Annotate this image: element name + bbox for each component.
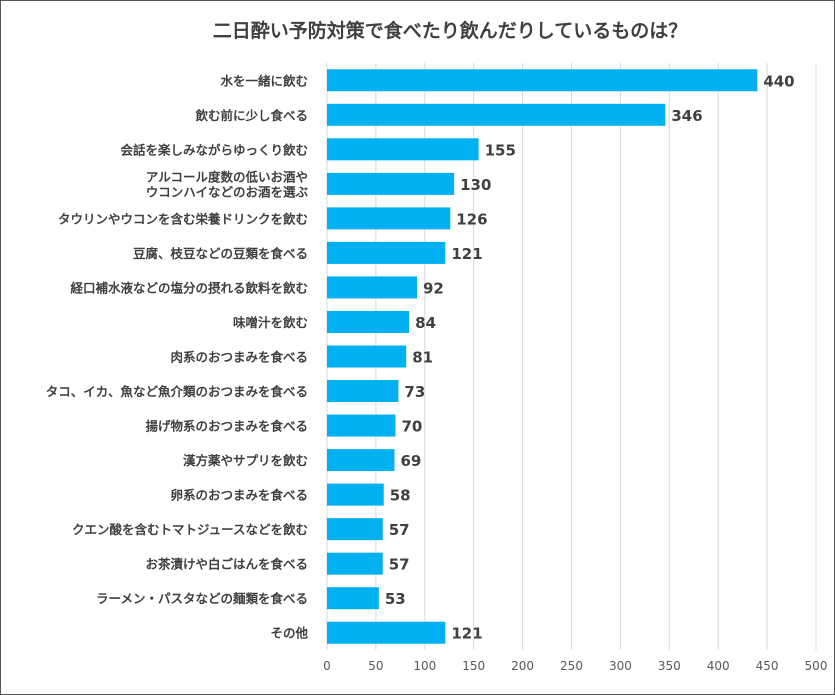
bar bbox=[327, 138, 479, 161]
category-label: 水を一緒に飲む bbox=[220, 73, 308, 88]
category-label: 味噌汁を飲む bbox=[233, 315, 308, 330]
x-tick-label: 200 bbox=[511, 659, 534, 673]
data-label: 58 bbox=[390, 487, 411, 505]
bar bbox=[327, 449, 395, 472]
x-tick-label: 100 bbox=[413, 659, 436, 673]
x-tick-label: 500 bbox=[805, 659, 828, 673]
x-tick-label: 350 bbox=[658, 659, 681, 673]
data-label: 121 bbox=[451, 245, 482, 263]
category-label: タコ、イカ、魚など魚介類のおつまみを食べる bbox=[46, 384, 308, 399]
bar bbox=[327, 345, 407, 368]
category-label: 肉系のおつまみを食べる bbox=[170, 350, 308, 365]
x-axis-ticks: 0 50 100 150 200 250 300 350 400 450 500 bbox=[323, 659, 827, 673]
data-label: 440 bbox=[763, 72, 794, 90]
x-tick-label: 250 bbox=[560, 659, 583, 673]
data-label: 121 bbox=[451, 625, 482, 643]
data-labels: 440 346 155 130 126 121 92 84 81 73 70 69 58 57 57 53 12… bbox=[385, 72, 795, 642]
bar bbox=[327, 587, 379, 610]
x-tick-label: 150 bbox=[462, 659, 485, 673]
bar bbox=[327, 414, 396, 437]
category-label: お茶漬けや白ごはんを食べる bbox=[145, 557, 308, 572]
data-label: 70 bbox=[401, 418, 422, 436]
data-label: 57 bbox=[389, 556, 410, 574]
bar bbox=[327, 276, 417, 299]
x-tick-label: 450 bbox=[756, 659, 779, 673]
category-label: 経口補水液などの塩分の摂れる飲料を飲む bbox=[70, 280, 308, 295]
bar bbox=[327, 172, 455, 195]
bar bbox=[327, 518, 383, 541]
category-label: 揚げ物系のおつまみを食べる bbox=[145, 419, 308, 434]
data-label: 155 bbox=[485, 141, 516, 159]
category-label: 飲む前に少し食べる bbox=[194, 108, 308, 123]
category-label: アルコール度数の低いお酒やウコンハイなどのお酒を選ぶ bbox=[146, 169, 309, 199]
bar bbox=[327, 310, 410, 333]
data-label: 53 bbox=[385, 590, 406, 608]
category-label: 卵系のおつまみを食べる bbox=[170, 488, 308, 503]
category-label: 会話を楽しみながらゆっくり飲む bbox=[120, 142, 308, 157]
data-label: 73 bbox=[404, 383, 425, 401]
data-label: 126 bbox=[456, 210, 487, 228]
bar bbox=[327, 380, 399, 403]
bar bbox=[327, 241, 446, 264]
data-label: 346 bbox=[671, 107, 702, 125]
category-label: 漢方薬やサプリを飲む bbox=[183, 453, 308, 468]
bar bbox=[327, 552, 383, 575]
category-label: 豆腐、枝豆などの豆類を食べる bbox=[133, 246, 308, 261]
gridlines bbox=[326, 63, 817, 650]
category-labels: 水を一緒に飲む飲む前に少し食べる会話を楽しみながらゆっくり飲むアルコール度数の低… bbox=[46, 73, 309, 640]
data-label: 57 bbox=[389, 521, 410, 539]
bar bbox=[327, 207, 451, 230]
x-tick-label: 400 bbox=[707, 659, 730, 673]
category-label: その他 bbox=[270, 626, 308, 641]
bar bbox=[327, 69, 758, 92]
chart-title: 二日酔い予防対策で食べたり飲んだりしているものは？ bbox=[213, 19, 687, 42]
bar bbox=[327, 621, 446, 644]
bars bbox=[327, 69, 758, 644]
data-label: 81 bbox=[412, 349, 433, 367]
bar bbox=[327, 103, 666, 126]
data-label: 69 bbox=[400, 452, 421, 470]
x-tick-label: 0 bbox=[323, 659, 331, 673]
bar bbox=[327, 483, 384, 506]
x-tick-label: 50 bbox=[368, 659, 383, 673]
data-label: 92 bbox=[423, 279, 444, 297]
x-tick-label: 300 bbox=[609, 659, 632, 673]
category-label: ラーメン・パスタなどの麺類を食べる bbox=[96, 591, 308, 606]
data-label: 84 bbox=[415, 314, 436, 332]
data-label: 130 bbox=[460, 176, 491, 194]
category-label: タウリンやウコンを含む栄養ドリンクを飲む bbox=[58, 211, 308, 226]
category-label: クエン酸を含むトマトジュースなどを飲む bbox=[72, 522, 308, 537]
